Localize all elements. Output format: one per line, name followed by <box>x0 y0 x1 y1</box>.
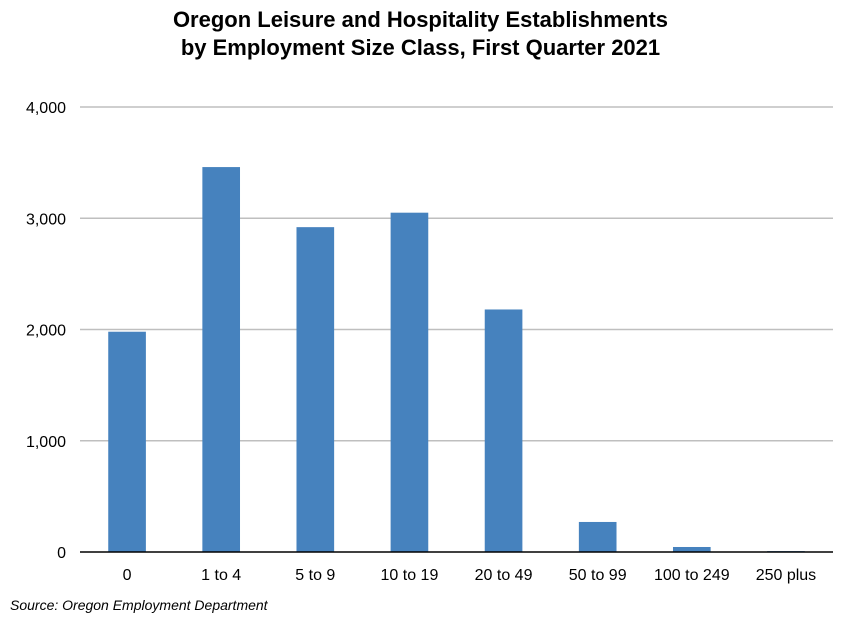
bar <box>484 309 523 552</box>
chart-title: Oregon Leisure and Hospitality Establish… <box>0 6 841 62</box>
bar <box>108 331 146 552</box>
bar <box>390 212 429 552</box>
x-tick-label: 20 to 49 <box>475 567 533 584</box>
source-note: Source: Oregon Employment Department <box>10 597 268 613</box>
x-tick-label: 50 to 99 <box>569 567 627 584</box>
y-tick-label: 3,000 <box>26 211 66 228</box>
x-tick-label: 1 to 4 <box>201 567 241 584</box>
y-tick-label: 0 <box>57 545 66 562</box>
x-tick-label: 5 to 9 <box>295 567 335 584</box>
x-tick-label: 250 plus <box>756 567 817 584</box>
tick-labels: 0 1,000 2,000 3,000 4,000 0 1 to 4 5 to 9 10 to … <box>26 100 816 584</box>
bar <box>672 546 711 552</box>
y-tick-label: 1,000 <box>26 434 66 451</box>
x-tick-label: 100 to 249 <box>654 567 730 584</box>
x-tick-label: 10 to 19 <box>381 567 439 584</box>
chart-title-line-2: by Employment Size Class, First Quarter … <box>180 35 661 60</box>
bars <box>108 167 805 552</box>
gridlines <box>80 106 833 442</box>
bar <box>296 227 335 552</box>
y-tick-label: 4,000 <box>26 100 66 117</box>
bar <box>578 521 617 552</box>
x-tick-label: 0 <box>123 567 132 584</box>
bar <box>202 167 241 552</box>
y-tick-label: 2,000 <box>26 323 66 340</box>
chart-title-line-1: Oregon Leisure and Hospitality Establish… <box>172 7 669 32</box>
